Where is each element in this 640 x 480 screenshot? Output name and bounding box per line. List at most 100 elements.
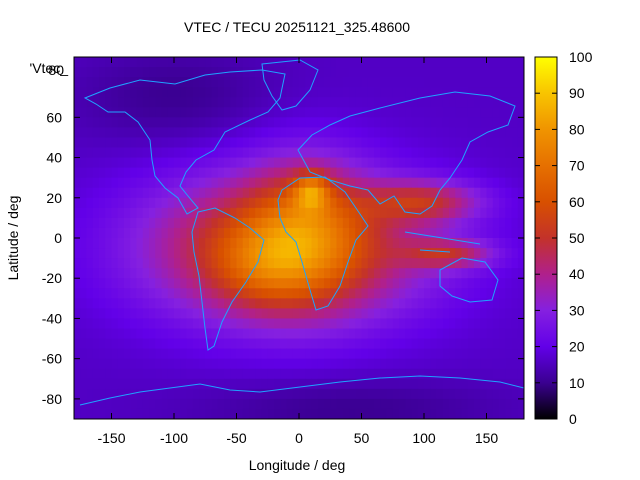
heatmap-cell (374, 258, 381, 269)
heatmap-cell (311, 107, 319, 118)
heatmap-cell (355, 127, 362, 138)
heatmap-cell (436, 87, 444, 98)
heatmap-cell (367, 238, 375, 249)
heatmap-cell (224, 338, 231, 350)
heatmap-cell (324, 57, 331, 68)
heatmap-cell (461, 278, 469, 289)
heatmap-cell (430, 298, 437, 309)
heatmap-cell (492, 268, 500, 279)
heatmap-cell (474, 348, 481, 360)
heatmap-cell (386, 268, 394, 279)
heatmap-cell (499, 238, 506, 249)
heatmap-cell (305, 227, 312, 239)
heatmap-cell (436, 177, 444, 189)
heatmap-cell (374, 318, 381, 329)
heatmap-cell (124, 328, 131, 340)
heatmap-cell (405, 258, 412, 269)
heatmap-cell (499, 288, 506, 299)
heatmap-cell (324, 207, 331, 219)
heatmap-cell (486, 258, 494, 269)
heatmap-cell (274, 97, 281, 108)
heatmap-cell (492, 358, 500, 370)
heatmap-cell (180, 157, 187, 169)
heatmap-cell (111, 398, 119, 410)
heatmap-cell (449, 177, 456, 189)
heatmap-cell (280, 318, 287, 329)
heatmap-cell (161, 348, 169, 360)
heatmap-cell (255, 238, 262, 249)
heatmap-cell (330, 388, 337, 400)
heatmap-cell (417, 187, 425, 199)
heatmap-cell (411, 328, 419, 340)
heatmap-cell (411, 278, 419, 289)
heatmap-cell (292, 207, 300, 219)
heatmap-cell (311, 137, 319, 148)
heatmap-cell (124, 238, 131, 249)
heatmap-cell (311, 318, 319, 329)
heatmap-cell (430, 67, 437, 78)
heatmap-cell (280, 388, 287, 400)
heatmap-cell (449, 288, 456, 299)
heatmap-cell (80, 217, 87, 229)
heatmap-cell (361, 97, 369, 108)
heatmap-cell (317, 358, 325, 370)
heatmap-cell (336, 278, 344, 289)
heatmap-cell (317, 238, 325, 249)
heatmap-cell (261, 308, 269, 319)
heatmap-cell (124, 127, 131, 138)
heatmap-cell (211, 177, 219, 189)
heatmap-cell (224, 308, 231, 319)
heatmap-cell (224, 318, 231, 329)
heatmap-cell (105, 238, 112, 249)
heatmap-cell (74, 227, 81, 239)
heatmap-cell (467, 308, 475, 319)
heatmap-cell (267, 137, 275, 148)
heatmap-cell (511, 348, 519, 360)
heatmap-cell (349, 238, 356, 249)
heatmap-cell (199, 288, 206, 299)
heatmap-cell (124, 137, 131, 148)
heatmap-cell (74, 127, 81, 138)
heatmap-cell (399, 57, 406, 68)
heatmap-cell (474, 127, 481, 138)
heatmap-cell (442, 217, 450, 229)
heatmap-cell (492, 308, 500, 319)
heatmap-cell (142, 298, 150, 309)
heatmap-cell (455, 248, 462, 259)
heatmap-cell (392, 308, 400, 319)
heatmap-cell (217, 348, 225, 360)
heatmap-cell (136, 87, 144, 98)
heatmap-cell (236, 67, 244, 78)
heatmap-cell (236, 298, 244, 309)
heatmap-cell (80, 408, 87, 419)
heatmap-cell (149, 318, 156, 329)
heatmap-cell (205, 408, 212, 419)
heatmap-cell (405, 227, 412, 239)
heatmap-cell (105, 388, 112, 400)
heatmap-cell (349, 248, 356, 259)
heatmap-cell (417, 348, 425, 360)
heatmap-cell (486, 137, 494, 148)
heatmap-cell (317, 77, 325, 88)
heatmap-cell (92, 378, 100, 390)
heatmap-cell (249, 177, 256, 189)
heatmap-cell (136, 258, 144, 269)
heatmap-cell (480, 207, 487, 219)
heatmap-cell (355, 57, 362, 68)
heatmap-cell (517, 248, 524, 259)
heatmap-cell (180, 217, 187, 229)
heatmap-cell (136, 77, 144, 88)
heatmap-cell (474, 268, 481, 279)
heatmap-cell (242, 258, 250, 269)
heatmap-cell (286, 107, 294, 118)
heatmap-cell (124, 187, 131, 199)
heatmap-cell (167, 368, 175, 380)
heatmap-cell (486, 288, 494, 299)
heatmap-cell (449, 57, 456, 68)
heatmap-cell (124, 358, 131, 370)
heatmap-cell (267, 388, 275, 400)
heatmap-cell (236, 217, 244, 229)
heatmap-cell (230, 238, 237, 249)
heatmap-cell (317, 217, 325, 229)
heatmap-cell (99, 398, 106, 410)
